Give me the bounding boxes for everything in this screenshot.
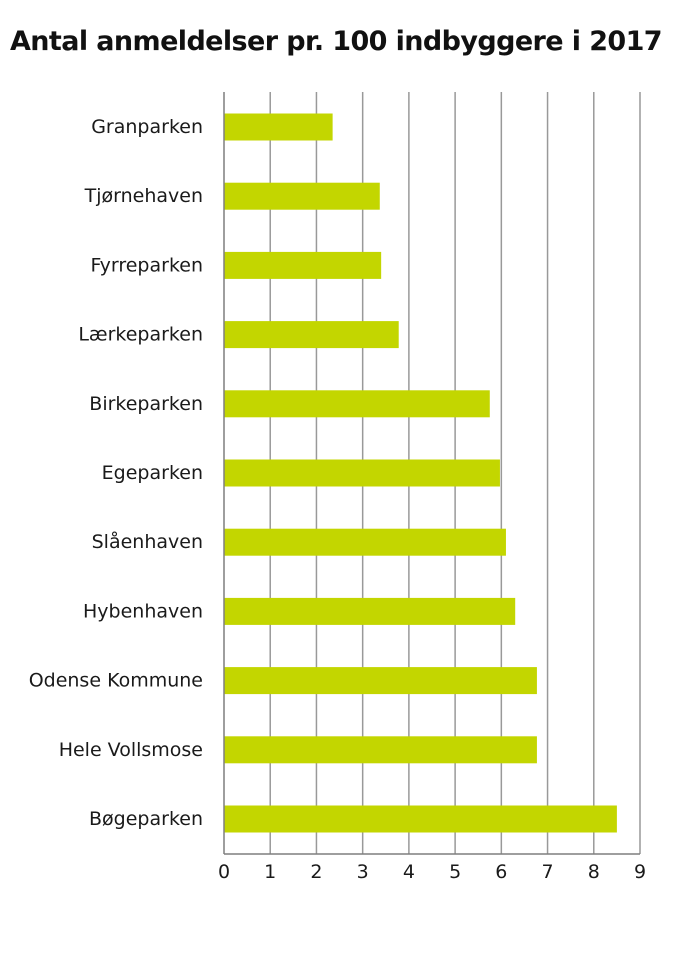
category-label: Birkeparken [89,393,203,415]
category-label: Slåenhaven [92,530,203,553]
x-tick-label: 2 [310,861,322,883]
bar-9 [224,736,537,764]
bar-2 [224,251,382,279]
bars [224,113,617,833]
bar-3 [224,321,399,349]
category-label: Fyrreparken [90,254,203,276]
x-tick-label: 4 [403,861,415,883]
bar-7 [224,597,516,625]
category-label: Bøgeparken [89,808,203,830]
bar-5 [224,459,500,487]
bar-8 [224,667,537,695]
category-label: Hybenhaven [83,600,203,622]
x-tick-label: 0 [218,861,230,883]
category-label: Odense Kommune [29,670,203,692]
axes [223,92,640,855]
x-tick-label: 9 [634,861,646,883]
bar-10 [224,805,617,833]
x-tick-label: 1 [264,861,276,883]
bar-1 [224,182,380,210]
category-label: Egeparken [102,462,203,484]
x-tick-labels: 0 1 2 3 4 5 6 7 8 9 [218,861,646,883]
bar-4 [224,390,490,418]
x-tick-label: 8 [588,861,600,883]
x-tick-label: 7 [542,861,554,883]
bar-0 [224,113,333,141]
category-label: Tjørnehaven [84,185,203,207]
x-tick-label: 6 [495,861,507,883]
category-labels: Granparken Tjørnehaven Fyrreparken Lærkepar… [29,116,203,830]
category-label: Hele Vollsmose [59,739,203,761]
category-label: Lærkeparken [78,324,203,346]
x-tick-label: 5 [449,861,461,883]
x-tick-label: 3 [357,861,369,883]
bar-6 [224,528,506,556]
chart-title: Antal anmeldelser pr. 100 indbyggere i 2… [10,26,663,57]
category-label: Granparken [91,116,203,138]
